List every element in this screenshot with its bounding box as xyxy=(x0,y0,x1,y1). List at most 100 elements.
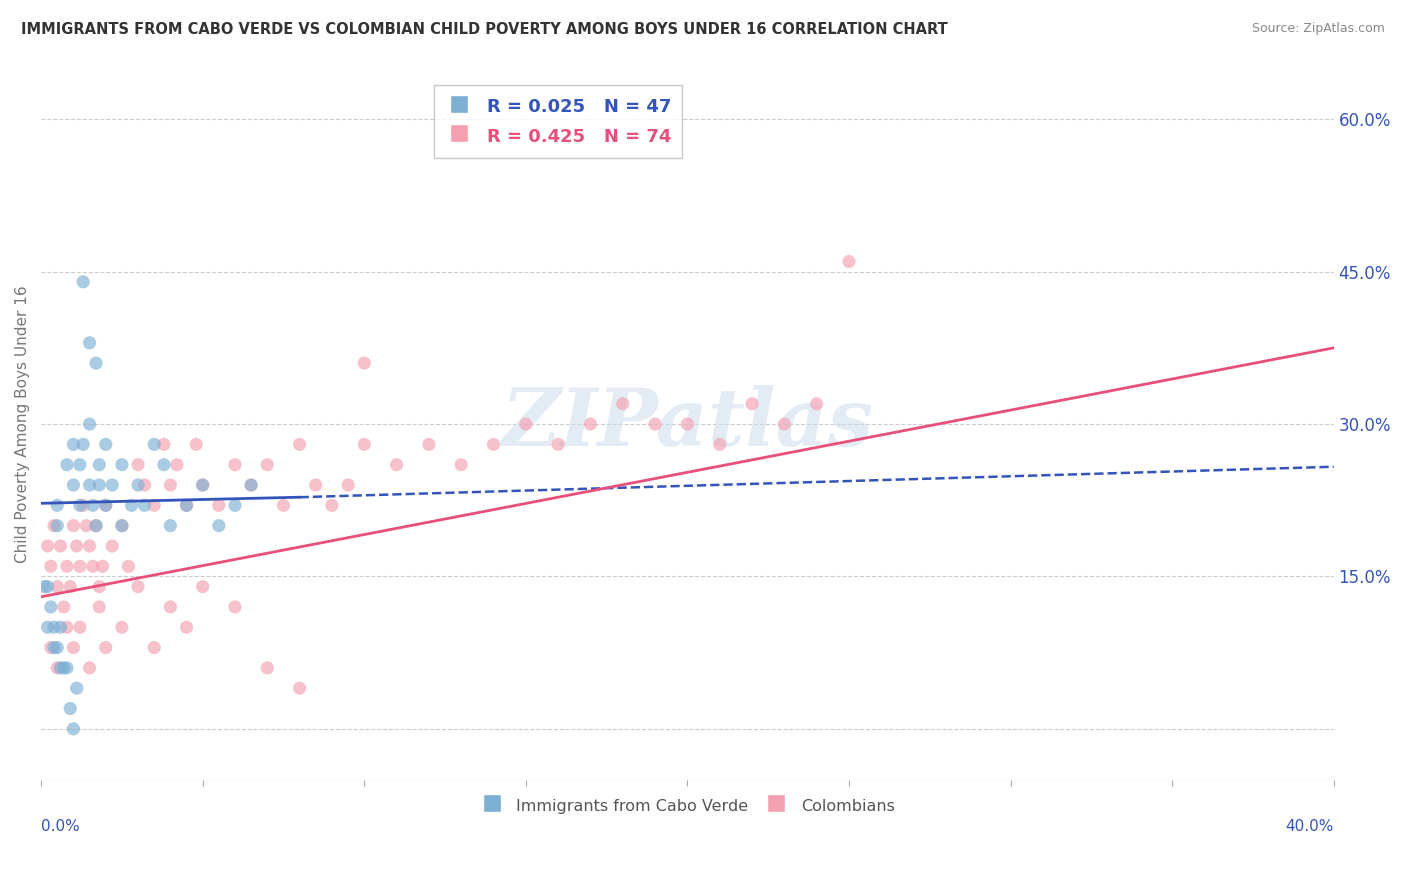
Point xyxy=(288,681,311,696)
Point xyxy=(208,518,231,533)
Point xyxy=(62,722,84,736)
Point xyxy=(240,478,263,492)
Point xyxy=(49,620,72,634)
Text: 40.0%: 40.0% xyxy=(1285,819,1334,834)
Point xyxy=(62,437,84,451)
Point xyxy=(91,559,114,574)
Text: ZIPatlas: ZIPatlas xyxy=(502,385,873,463)
Point xyxy=(37,620,59,634)
Point xyxy=(89,599,111,614)
Point xyxy=(240,478,263,492)
Point xyxy=(111,518,134,533)
Point xyxy=(72,499,94,513)
Point xyxy=(709,437,731,451)
Point xyxy=(69,458,91,472)
Point xyxy=(127,458,149,472)
Point xyxy=(153,437,176,451)
Point xyxy=(46,499,69,513)
Point xyxy=(72,437,94,451)
Point xyxy=(62,518,84,533)
Point xyxy=(127,478,149,492)
Point xyxy=(134,499,156,513)
Point xyxy=(127,580,149,594)
Point xyxy=(273,499,295,513)
Point xyxy=(186,437,208,451)
Point xyxy=(143,499,166,513)
Point xyxy=(39,559,62,574)
Point xyxy=(176,499,198,513)
Point xyxy=(46,640,69,655)
Point xyxy=(52,599,75,614)
Point xyxy=(321,499,343,513)
Point xyxy=(579,417,602,431)
Point xyxy=(101,539,124,553)
Point xyxy=(143,640,166,655)
Point xyxy=(741,397,763,411)
Text: 0.0%: 0.0% xyxy=(41,819,80,834)
Point xyxy=(547,437,569,451)
Point xyxy=(39,599,62,614)
Point xyxy=(84,518,107,533)
Point xyxy=(46,518,69,533)
Point xyxy=(224,599,246,614)
Point xyxy=(418,437,440,451)
Point xyxy=(153,458,176,472)
Point xyxy=(84,518,107,533)
Y-axis label: Child Poverty Among Boys Under 16: Child Poverty Among Boys Under 16 xyxy=(15,285,30,563)
Point xyxy=(59,580,82,594)
Point xyxy=(385,458,408,472)
Point xyxy=(66,681,89,696)
Point xyxy=(59,701,82,715)
Point xyxy=(62,478,84,492)
Point xyxy=(69,620,91,634)
Point xyxy=(69,499,91,513)
Point xyxy=(450,458,472,472)
Point xyxy=(337,478,360,492)
Point xyxy=(134,478,156,492)
Point xyxy=(121,499,143,513)
Point xyxy=(159,599,181,614)
Point xyxy=(515,417,537,431)
Point xyxy=(39,640,62,655)
Point xyxy=(159,518,181,533)
Point xyxy=(49,539,72,553)
Point xyxy=(89,458,111,472)
Point xyxy=(176,620,198,634)
Point xyxy=(176,499,198,513)
Point xyxy=(49,661,72,675)
Point xyxy=(79,661,101,675)
Point xyxy=(82,559,104,574)
Point xyxy=(256,458,278,472)
Point xyxy=(79,335,101,350)
Point xyxy=(806,397,828,411)
Point xyxy=(191,580,214,594)
Point xyxy=(256,661,278,675)
Point xyxy=(191,478,214,492)
Point xyxy=(224,458,246,472)
Point xyxy=(111,620,134,634)
Point xyxy=(117,559,139,574)
Point xyxy=(191,478,214,492)
Point xyxy=(208,499,231,513)
Point xyxy=(111,518,134,533)
Point xyxy=(82,499,104,513)
Point xyxy=(52,661,75,675)
Point xyxy=(482,437,505,451)
Point xyxy=(79,417,101,431)
Point xyxy=(42,518,65,533)
Point xyxy=(79,539,101,553)
Point xyxy=(644,417,666,431)
Point xyxy=(773,417,796,431)
Point xyxy=(69,559,91,574)
Point xyxy=(56,458,79,472)
Text: Source: ZipAtlas.com: Source: ZipAtlas.com xyxy=(1251,22,1385,36)
Point xyxy=(37,539,59,553)
Point xyxy=(94,499,117,513)
Point xyxy=(42,640,65,655)
Point xyxy=(101,478,124,492)
Point xyxy=(94,437,117,451)
Point xyxy=(42,620,65,634)
Point xyxy=(612,397,634,411)
Point xyxy=(66,539,89,553)
Point xyxy=(89,478,111,492)
